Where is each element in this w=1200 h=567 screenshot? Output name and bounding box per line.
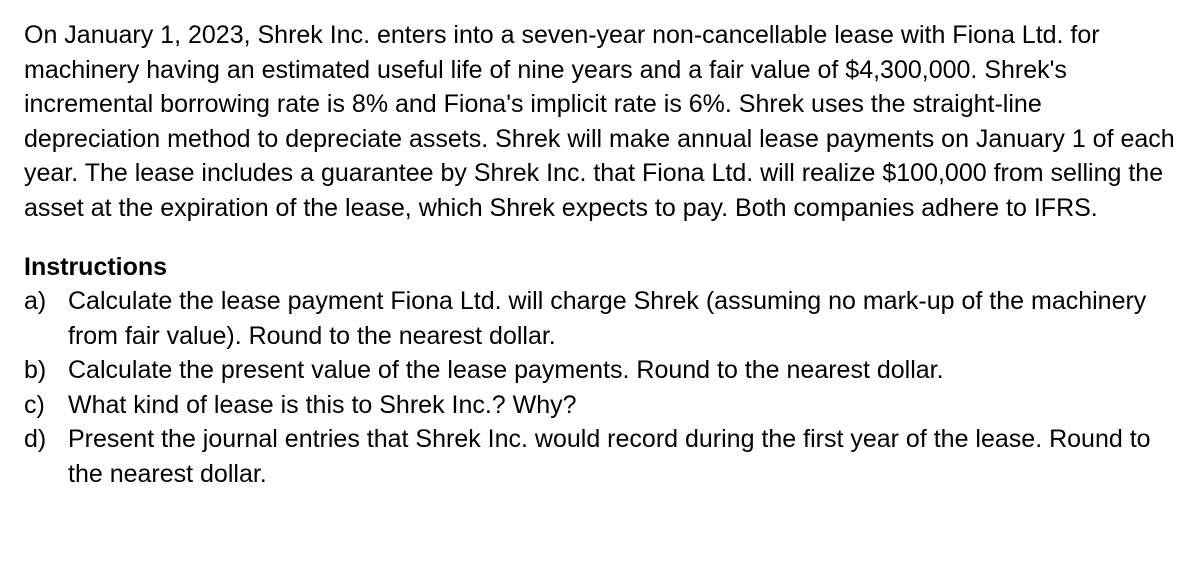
instruction-text-c: What kind of lease is this to Shrek Inc.… bbox=[68, 388, 1180, 423]
instruction-label-b: b) bbox=[24, 353, 68, 388]
instruction-item-d: d) Present the journal entries that Shre… bbox=[24, 422, 1180, 491]
scenario-paragraph: On January 1, 2023, Shrek Inc. enters in… bbox=[24, 18, 1180, 225]
instruction-item-b: b) Calculate the present value of the le… bbox=[24, 353, 1180, 388]
instruction-label-c: c) bbox=[24, 388, 68, 423]
instruction-item-a: a) Calculate the lease payment Fiona Ltd… bbox=[24, 284, 1180, 353]
instruction-item-c: c) What kind of lease is this to Shrek I… bbox=[24, 388, 1180, 423]
question-page: On January 1, 2023, Shrek Inc. enters in… bbox=[0, 0, 1200, 491]
instruction-text-d: Present the journal entries that Shrek I… bbox=[68, 422, 1180, 491]
instruction-text-b: Calculate the present value of the lease… bbox=[68, 353, 1180, 388]
instruction-label-a: a) bbox=[24, 284, 68, 319]
instructions-heading: Instructions bbox=[24, 253, 1180, 282]
instruction-text-a: Calculate the lease payment Fiona Ltd. w… bbox=[68, 284, 1180, 353]
instruction-list: a) Calculate the lease payment Fiona Ltd… bbox=[24, 284, 1180, 491]
instruction-label-d: d) bbox=[24, 422, 68, 457]
